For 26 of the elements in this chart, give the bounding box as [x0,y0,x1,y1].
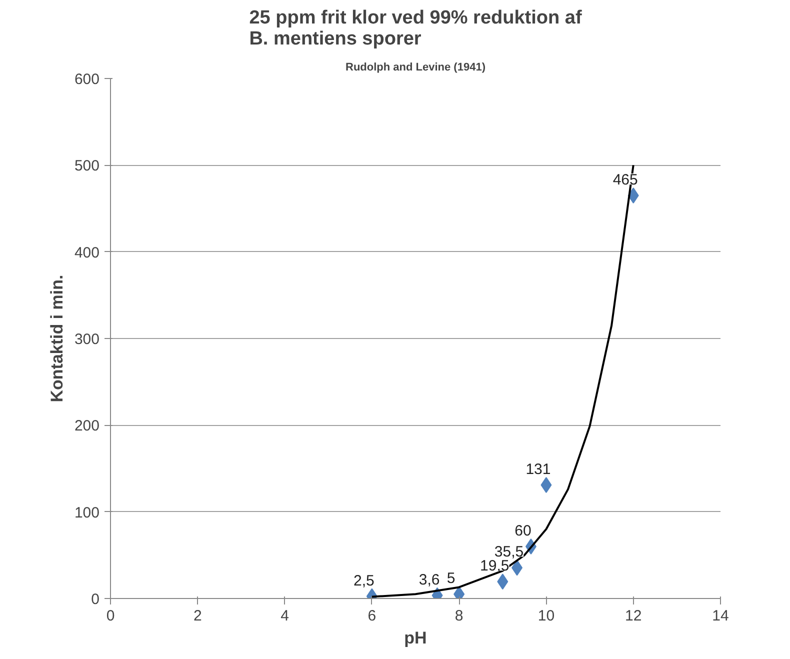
point [628,188,639,204]
chart-title: 25 ppm frit klor ved 99% reduktion af B. mentiens sporer [249,8,582,50]
x-axis-title: pH [404,628,427,648]
y-tick-label: 600 [74,71,100,88]
x-tick-label: 0 [106,608,115,624]
y-tick-label: 400 [74,244,100,262]
y-axis-title: Kontaktid i min. [47,274,66,402]
x-tick-label: 14 [712,608,729,624]
y-tick-label: 500 [74,158,100,175]
y-tick-label: 200 [74,418,100,435]
y-tick-label: 100 [74,504,100,522]
y-tick-label: 300 [74,331,100,348]
x-tick-label: 10 [538,608,555,624]
data-label: 2,5 [354,572,374,590]
x-tick-label: 2 [193,608,202,624]
x-tick-label: 12 [625,608,642,624]
y-tick-label: 0 [91,591,100,608]
data-label: 3,6 [418,571,440,588]
x-tick-label: 6 [368,608,376,624]
data-label: 465 [612,172,638,188]
x-tick-label: 8 [454,608,464,624]
x-tick-label: 4 [280,608,289,624]
data-label: 131 [526,460,551,478]
data-label: 5 [446,570,456,588]
chart-subtitle: Rudolph and Levine (1941) [346,62,486,74]
data-label: 60 [514,522,532,540]
